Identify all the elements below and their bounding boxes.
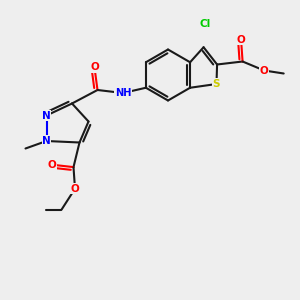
Text: Cl: Cl	[200, 19, 211, 29]
Text: S: S	[213, 79, 220, 89]
Text: O: O	[260, 65, 268, 76]
Text: N: N	[42, 136, 51, 146]
Text: N: N	[42, 110, 51, 121]
Text: O: O	[90, 62, 99, 73]
Text: O: O	[237, 35, 245, 45]
Text: NH: NH	[115, 88, 131, 98]
Text: O: O	[70, 184, 80, 194]
Text: O: O	[47, 160, 56, 170]
